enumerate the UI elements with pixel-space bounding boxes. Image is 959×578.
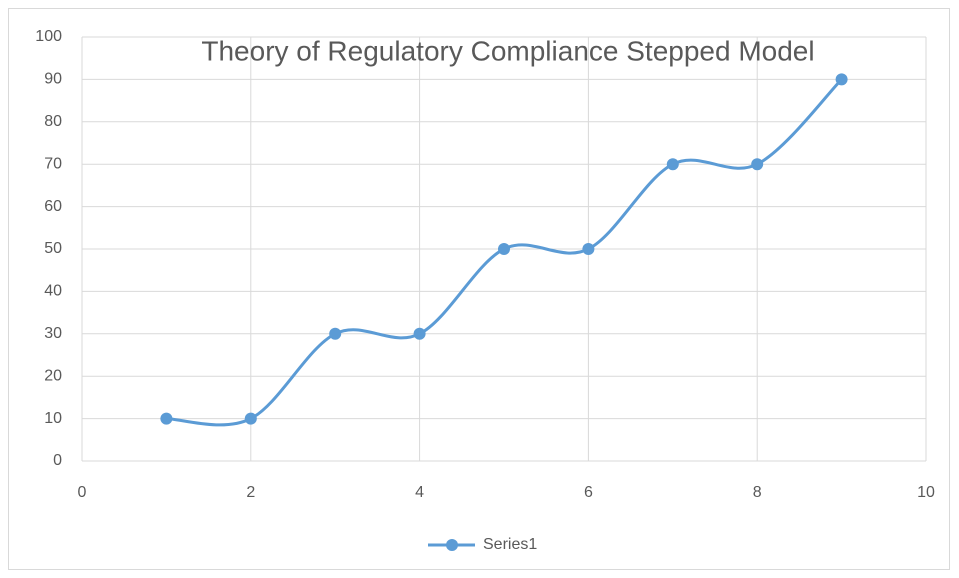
x-tick-label: 4 [415,484,424,501]
y-tick-label: 100 [35,28,62,45]
data-point [582,243,595,255]
data-point [751,158,764,171]
y-tick-label: 80 [44,113,62,130]
data-point [329,327,342,340]
data-point [160,412,173,425]
data-point [244,412,257,425]
y-tick-label: 40 [44,283,62,300]
x-tick-label: 2 [246,484,255,501]
y-tick-label: 50 [44,240,62,257]
y-tick-label: 60 [44,198,62,215]
y-tick-label: 90 [44,71,62,88]
chart-title: Theory of Regulatory Compliance Stepped … [201,35,814,66]
y-tick-label: 20 [44,367,62,384]
data-point [666,158,679,171]
chart-border [8,8,950,570]
x-tick-label: 0 [78,484,87,501]
y-tick-label: 70 [44,155,62,172]
data-point [835,73,848,86]
legend-label: Series1 [483,536,537,553]
x-tick-label: 6 [584,484,593,501]
y-tick-label: 10 [44,410,62,427]
data-point [413,327,426,340]
x-tick-label: 8 [753,484,762,501]
legend-marker [446,539,458,551]
y-tick-label: 0 [53,452,62,469]
data-point [498,243,510,255]
y-tick-label: 30 [44,325,62,342]
x-tick-label: 10 [917,484,935,501]
